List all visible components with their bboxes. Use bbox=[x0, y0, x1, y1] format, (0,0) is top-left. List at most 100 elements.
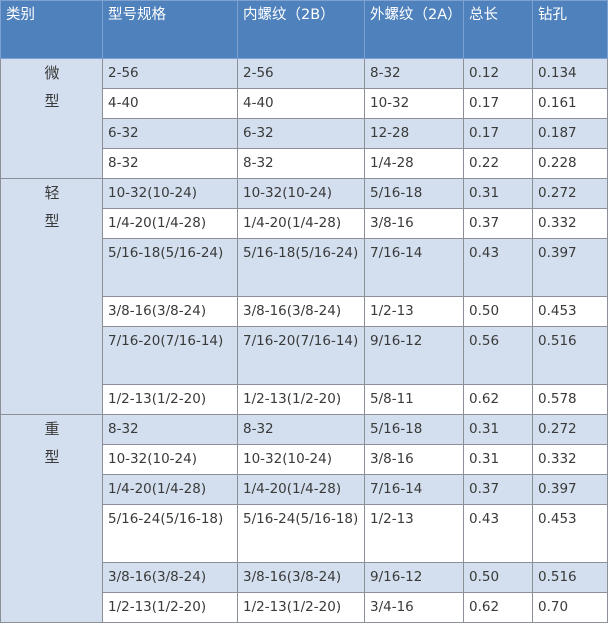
cell-external-thread: 7/16-14 bbox=[364, 474, 464, 505]
cell-internal-thread: 5/16-18(5/16-24) bbox=[237, 238, 365, 297]
category-cell: 轻型 bbox=[0, 178, 103, 415]
cell-drill: 0.70 bbox=[532, 592, 608, 623]
table-row: 1/4-20(1/4-28) 1/4-20(1/4-28) 3/8-16 0.37 0.… bbox=[1, 208, 608, 239]
cell-internal-thread: 1/4-20(1/4-28) bbox=[237, 474, 365, 505]
cell-length: 0.17 bbox=[463, 118, 533, 149]
cell-drill: 0.397 bbox=[532, 238, 608, 297]
cell-internal-thread: 2-56 bbox=[237, 58, 365, 89]
cell-internal-thread: 3/8-16(3/8-24) bbox=[237, 296, 365, 327]
cell-drill: 0.453 bbox=[532, 296, 608, 327]
cell-drill: 0.228 bbox=[532, 148, 608, 179]
cell-model: 10-32(10-24) bbox=[102, 178, 238, 209]
cell-length: 0.43 bbox=[463, 504, 533, 563]
header-external-thread: 外螺纹（2A） bbox=[364, 0, 464, 59]
category-label: 微型 bbox=[44, 64, 60, 110]
cell-model: 10-32(10-24) bbox=[102, 444, 238, 475]
cell-external-thread: 9/16-12 bbox=[364, 326, 464, 385]
cell-external-thread: 1/4-28 bbox=[364, 148, 464, 179]
cell-drill: 0.397 bbox=[532, 474, 608, 505]
cell-internal-thread: 8-32 bbox=[237, 414, 365, 445]
cell-model: 1/4-20(1/4-28) bbox=[102, 474, 238, 505]
cell-external-thread: 12-28 bbox=[364, 118, 464, 149]
cell-length: 0.37 bbox=[463, 474, 533, 505]
cell-external-thread: 3/8-16 bbox=[364, 208, 464, 239]
table-row: 重型 8-32 8-32 5/16-18 0.31 0.272 bbox=[0, 414, 608, 623]
cell-internal-thread: 8-32 bbox=[237, 148, 365, 179]
table-row: 微型 2-56 2-56 8-32 0.12 0.134 bbox=[0, 58, 608, 179]
cell-external-thread: 5/8-11 bbox=[364, 384, 464, 415]
cell-drill: 0.187 bbox=[532, 118, 608, 149]
cell-model: 2-56 bbox=[102, 58, 238, 89]
cell-model: 5/16-24(5/16-18) bbox=[102, 504, 238, 563]
cell-external-thread: 7/16-14 bbox=[364, 238, 464, 297]
cell-internal-thread: 1/2-13(1/2-20) bbox=[237, 592, 365, 623]
cell-model: 8-32 bbox=[102, 148, 238, 179]
cell-external-thread: 10-32 bbox=[364, 88, 464, 119]
cell-length: 0.62 bbox=[463, 592, 533, 623]
cell-model: 6-32 bbox=[102, 118, 238, 149]
cell-drill: 0.453 bbox=[532, 504, 608, 563]
cell-drill: 0.516 bbox=[532, 326, 608, 385]
cell-model: 3/8-16(3/8-24) bbox=[102, 296, 238, 327]
cell-length: 0.22 bbox=[463, 148, 533, 179]
table-row: 3/8-16(3/8-24) 3/8-16(3/8-24) 9/16-12 0.50 0… bbox=[1, 562, 608, 593]
cell-drill: 0.332 bbox=[532, 208, 608, 239]
cell-model: 3/8-16(3/8-24) bbox=[102, 562, 238, 593]
table-row: 3/8-16(3/8-24) 3/8-16(3/8-24) 1/2-13 0.50 0.… bbox=[1, 296, 608, 327]
header-category: 类别 bbox=[0, 0, 103, 59]
cell-drill: 0.134 bbox=[532, 58, 608, 89]
cell-length: 0.31 bbox=[463, 414, 533, 445]
cell-external-thread: 5/16-18 bbox=[364, 178, 464, 209]
header-drill: 钻孔 bbox=[532, 0, 608, 59]
table-row: 1/4-20(1/4-28) 1/4-20(1/4-28) 7/16-14 0.37 0… bbox=[1, 474, 608, 505]
cell-external-thread: 1/2-13 bbox=[364, 296, 464, 327]
cell-model: 1/2-13(1/2-20) bbox=[102, 592, 238, 623]
cell-internal-thread: 6-32 bbox=[237, 118, 365, 149]
table-row: 6-32 6-32 12-28 0.17 0.187 bbox=[1, 118, 608, 149]
category-label: 重型 bbox=[44, 420, 60, 466]
cell-length: 0.43 bbox=[463, 238, 533, 297]
table-row: 轻型 10-32(10-24) 10-32(10-24) 5/16-18 0.31 0.2… bbox=[0, 178, 608, 415]
cell-length: 0.50 bbox=[463, 296, 533, 327]
cell-drill: 0.161 bbox=[532, 88, 608, 119]
cell-length: 0.12 bbox=[463, 58, 533, 89]
cell-internal-thread: 1/2-13(1/2-20) bbox=[237, 384, 365, 415]
header-row: 类别 型号规格 内螺纹（2B） 外螺纹（2A） 总长 钻孔 bbox=[0, 0, 608, 59]
cell-model: 1/4-20(1/4-28) bbox=[102, 208, 238, 239]
cell-length: 0.56 bbox=[463, 326, 533, 385]
cell-model: 5/16-18(5/16-24) bbox=[102, 238, 238, 297]
cell-internal-thread: 5/16-24(5/16-18) bbox=[237, 504, 365, 563]
category-label: 轻型 bbox=[44, 184, 60, 230]
table-row: 5/16-24(5/16-18) 5/16-24(5/16-18) 1/2-13 0.… bbox=[1, 504, 608, 563]
cell-internal-thread: 4-40 bbox=[237, 88, 365, 119]
table-row: 4-40 4-40 10-32 0.17 0.161 bbox=[1, 88, 608, 119]
cell-external-thread: 1/2-13 bbox=[364, 504, 464, 563]
cell-length: 0.31 bbox=[463, 444, 533, 475]
table-row: 1/2-13(1/2-20) 1/2-13(1/2-20) 5/8-11 0.62 0.… bbox=[1, 384, 608, 415]
cell-length: 0.62 bbox=[463, 384, 533, 415]
cell-drill: 0.272 bbox=[532, 178, 608, 209]
cell-external-thread: 8-32 bbox=[364, 58, 464, 89]
cell-external-thread: 5/16-18 bbox=[364, 414, 464, 445]
table-row: 7/16-20(7/16-14) 7/16-20(7/16-14) 9/16-12 0… bbox=[1, 326, 608, 385]
cell-model: 4-40 bbox=[102, 88, 238, 119]
cell-drill: 0.578 bbox=[532, 384, 608, 415]
cell-model: 1/2-13(1/2-20) bbox=[102, 384, 238, 415]
cell-model: 8-32 bbox=[102, 414, 238, 445]
cell-length: 0.50 bbox=[463, 562, 533, 593]
table-row: 8-32 8-32 1/4-28 0.22 0.228 bbox=[1, 148, 608, 179]
cell-drill: 0.516 bbox=[532, 562, 608, 593]
cell-external-thread: 9/16-12 bbox=[364, 562, 464, 593]
cell-drill: 0.332 bbox=[532, 444, 608, 475]
header-length: 总长 bbox=[463, 0, 533, 59]
cell-internal-thread: 3/8-16(3/8-24) bbox=[237, 562, 365, 593]
cell-length: 0.17 bbox=[463, 88, 533, 119]
header-model: 型号规格 bbox=[102, 0, 238, 59]
category-cell: 重型 bbox=[0, 414, 103, 623]
cell-internal-thread: 1/4-20(1/4-28) bbox=[237, 208, 365, 239]
header-internal-thread: 内螺纹（2B） bbox=[237, 0, 365, 59]
cell-external-thread: 3/8-16 bbox=[364, 444, 464, 475]
cell-length: 0.37 bbox=[463, 208, 533, 239]
cell-length: 0.31 bbox=[463, 178, 533, 209]
